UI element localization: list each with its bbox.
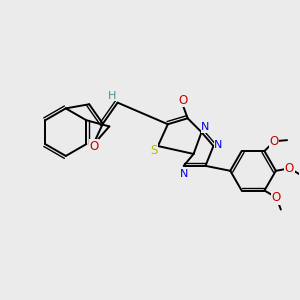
Text: O: O: [89, 140, 98, 153]
Text: O: O: [272, 191, 281, 204]
Text: O: O: [285, 162, 294, 175]
Text: S: S: [150, 143, 158, 157]
Text: H: H: [107, 91, 116, 101]
Text: N: N: [201, 122, 210, 132]
Text: N: N: [179, 169, 188, 179]
Text: O: O: [178, 94, 188, 107]
Text: N: N: [214, 140, 223, 150]
Text: O: O: [270, 135, 279, 148]
